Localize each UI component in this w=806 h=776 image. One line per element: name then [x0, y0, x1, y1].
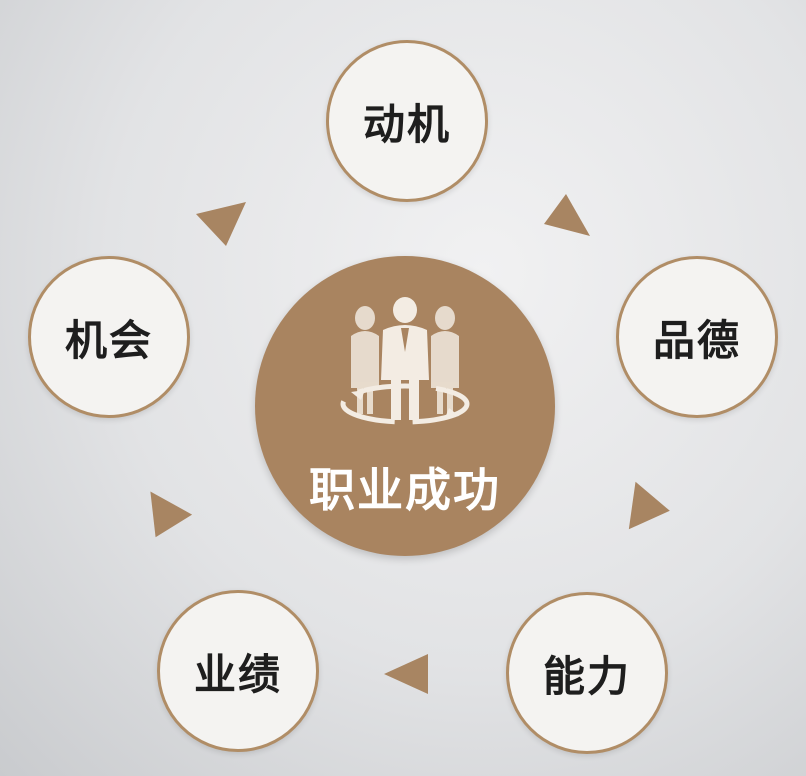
node-ability: 能力	[506, 592, 668, 754]
node-virtue: 品德	[616, 256, 778, 418]
arrow-icon-performance-opportunity	[150, 491, 193, 538]
arrow-icon-opportunity-motive	[196, 202, 246, 246]
node-virtue-label: 品德	[652, 315, 741, 365]
node-performance-label: 业绩	[193, 649, 282, 699]
node-performance: 业绩	[157, 590, 319, 752]
center-label: 职业成功	[309, 463, 501, 517]
center-circle: 职业成功	[255, 256, 555, 556]
cycle-arrows-icon	[340, 383, 470, 425]
node-motive-label: 动机	[362, 99, 451, 149]
node-opportunity-label: 机会	[64, 315, 153, 365]
node-ability-label: 能力	[542, 651, 631, 701]
team-people-icon	[351, 297, 459, 420]
node-motive: 动机	[326, 40, 488, 202]
arrow-icon-motive-virtue	[544, 194, 590, 236]
node-opportunity: 机会	[28, 256, 190, 418]
arrow-icon-ability-performance	[384, 654, 428, 694]
arrow-icon-virtue-ability	[628, 481, 670, 530]
